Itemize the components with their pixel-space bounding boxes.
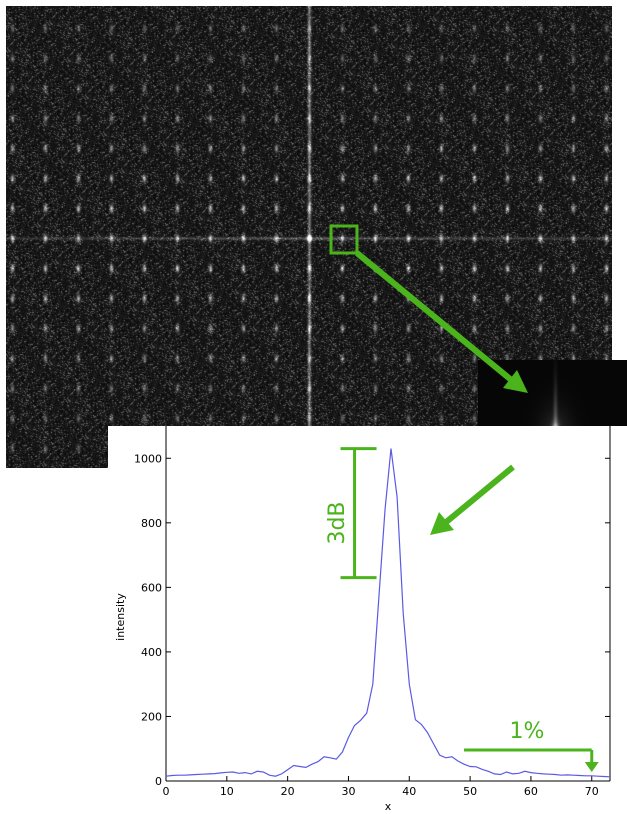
- fft-spectrum-image: [6, 6, 612, 468]
- y-tick-label: 600: [141, 581, 162, 594]
- intensity-series-line: [165, 448, 611, 778]
- y-tick-label: 200: [141, 710, 162, 723]
- x-tick-label: 20: [281, 785, 295, 798]
- y-tick-label: 0: [155, 775, 162, 788]
- x-tick-label: 70: [585, 785, 599, 798]
- x-tick-label: 0: [163, 785, 170, 798]
- y-tick-label: 800: [141, 517, 162, 530]
- y-tick-label: 1000: [134, 452, 162, 465]
- x-tick-label: 50: [463, 785, 477, 798]
- x-tick-label: 60: [524, 785, 538, 798]
- y-tick-label: 400: [141, 646, 162, 659]
- x-tick-label: 30: [341, 785, 355, 798]
- x-axis-label: x: [385, 800, 392, 813]
- x-tick-label: 10: [220, 785, 234, 798]
- y-axis-label: intensity: [114, 593, 127, 641]
- x-tick-label: 40: [402, 785, 416, 798]
